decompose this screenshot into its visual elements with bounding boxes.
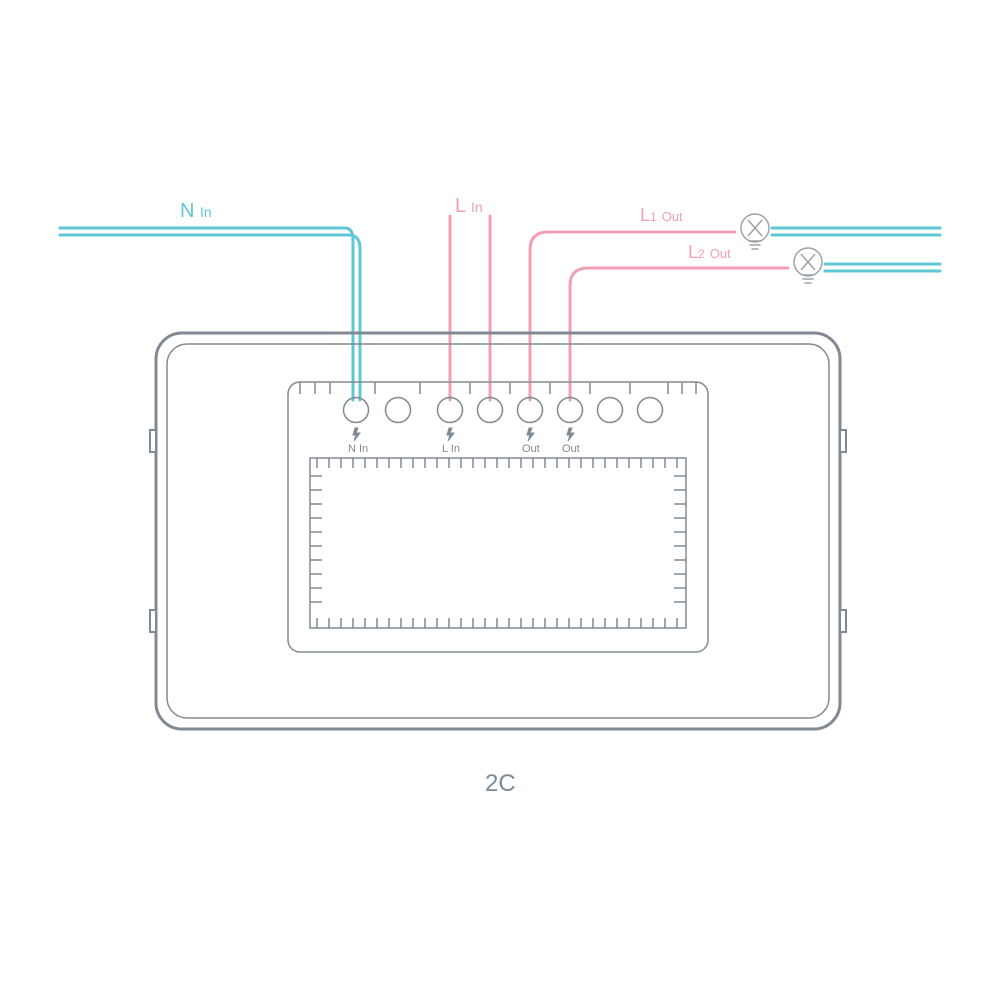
bulb-1 bbox=[741, 214, 769, 249]
bulb-2 bbox=[794, 248, 822, 283]
label-n-in: N In bbox=[180, 200, 212, 223]
terminal-marks bbox=[353, 428, 574, 441]
wire-n-in-b bbox=[60, 235, 360, 400]
label-l-in: L In bbox=[455, 195, 483, 218]
terminal-label-out1: Out bbox=[522, 443, 540, 455]
label-l2-out: L2 Out bbox=[688, 242, 731, 263]
wiring-diagram: N In L In Out Out bbox=[0, 0, 1000, 1000]
caption: 2C bbox=[485, 770, 516, 798]
chip-region bbox=[310, 458, 686, 628]
terminal-label-n: N In bbox=[348, 443, 368, 455]
label-l1-out: L1 Out bbox=[640, 205, 683, 226]
wire-n-in-a bbox=[60, 228, 353, 400]
terminal-label-out2: Out bbox=[562, 443, 580, 455]
hatching bbox=[310, 458, 686, 628]
terminals bbox=[344, 398, 663, 423]
module-outline bbox=[288, 382, 708, 652]
terminal-label-lin: L In bbox=[442, 443, 460, 455]
wires bbox=[60, 216, 940, 400]
wall-plate bbox=[150, 333, 846, 729]
